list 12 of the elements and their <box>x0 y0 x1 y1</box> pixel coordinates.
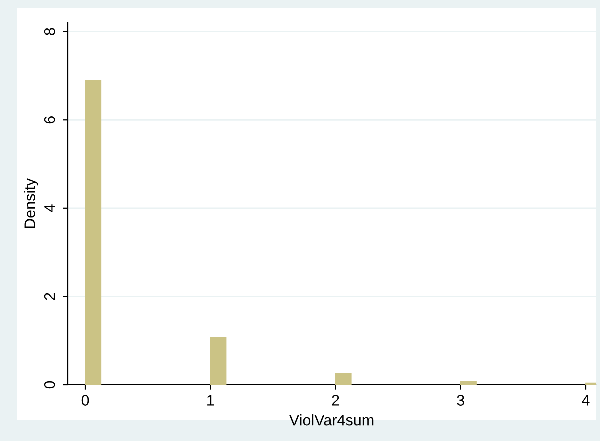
x-tick-label: 0 <box>82 395 90 406</box>
y-tick-label: 8 <box>44 28 56 36</box>
y-tick-label: 2 <box>44 293 56 300</box>
y-tick-label: 0 <box>44 381 56 389</box>
x-tick-label: 3 <box>457 395 464 406</box>
y-tick-label: 6 <box>44 116 56 124</box>
x-axis-title: ViolVar4sum <box>289 414 374 426</box>
y-axis-title: Density <box>24 178 38 228</box>
x-tick-label: 2 <box>332 395 340 406</box>
x-tick-label: 1 <box>208 395 214 406</box>
y-tick-label: 4 <box>44 204 56 212</box>
x-tick-label: 4 <box>582 395 590 406</box>
